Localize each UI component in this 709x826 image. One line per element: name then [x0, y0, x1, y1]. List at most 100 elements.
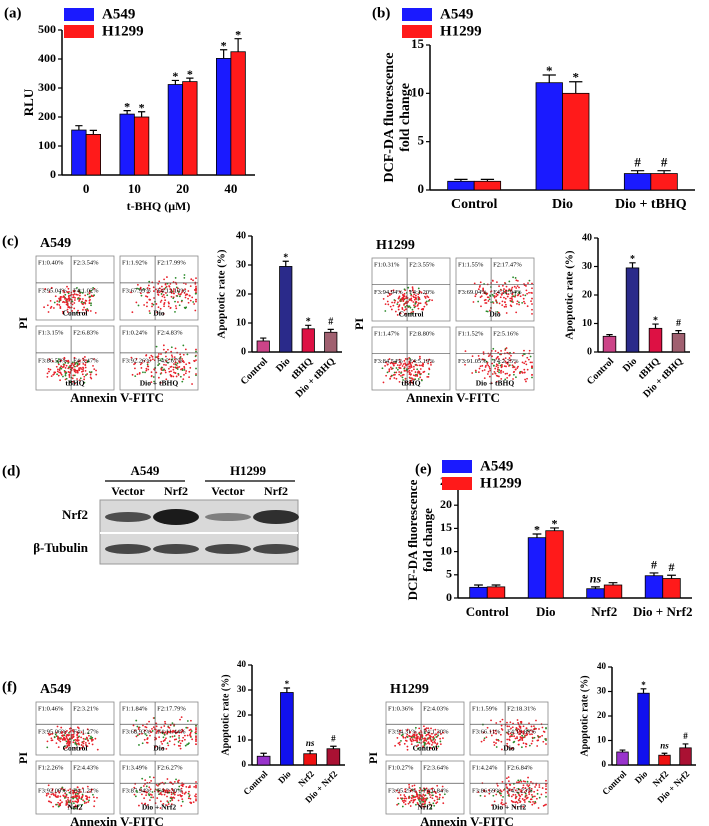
quadrant-label: F1:0.27%	[388, 764, 414, 771]
flow-dot	[519, 372, 521, 375]
flow-dot	[72, 792, 75, 795]
flow-dot	[397, 308, 400, 311]
y-tick-label: 10	[237, 734, 247, 744]
flow-dot	[180, 731, 182, 734]
flow-dot	[93, 287, 96, 290]
flow-dot	[474, 295, 477, 298]
flow-dot	[528, 784, 531, 787]
flow-dot	[422, 805, 425, 808]
flow-dot	[68, 801, 70, 804]
flow-dot	[403, 794, 406, 796]
flow-dot	[408, 376, 411, 379]
error-bar	[640, 688, 647, 694]
flow-dot	[64, 293, 67, 296]
flow-dot	[151, 358, 154, 361]
flow-dot	[406, 736, 409, 738]
flow-dot	[424, 788, 427, 791]
flow-dot	[424, 805, 426, 808]
flow-dot	[180, 368, 182, 371]
flow-dot	[49, 368, 52, 371]
flow-dot	[195, 743, 197, 746]
flow-dot	[45, 792, 48, 795]
flow-dot	[81, 373, 84, 376]
flow-dot	[431, 791, 433, 794]
flow-dot	[425, 727, 428, 730]
flow-dot	[139, 363, 142, 366]
flow-dot	[81, 803, 84, 806]
flow-dot	[60, 367, 63, 370]
flow-dot	[82, 303, 84, 306]
flow-dot	[76, 734, 79, 737]
flow-dot	[404, 297, 407, 300]
flow-dot	[396, 737, 399, 739]
flow-dot	[64, 732, 67, 735]
flow-dot	[72, 797, 75, 800]
flow-dot	[509, 721, 512, 724]
flow-dot	[504, 297, 507, 300]
flow-dot	[166, 742, 169, 745]
flow-dot	[161, 731, 164, 733]
flow-dot	[488, 366, 491, 368]
flow-dot	[133, 793, 136, 796]
flow-dot	[181, 790, 183, 793]
flow-dot	[188, 370, 191, 373]
flow-dot	[496, 368, 499, 371]
flow-dot	[143, 729, 146, 732]
flow-dot	[67, 371, 70, 373]
flow-dot	[68, 742, 71, 744]
flow-dot	[96, 796, 98, 799]
flow-dot	[76, 731, 78, 733]
flow-dot	[165, 789, 168, 791]
flow-dot	[48, 800, 51, 803]
panel-label: (b)	[372, 5, 390, 21]
flow-dot	[167, 305, 170, 308]
flow-dot	[141, 802, 143, 805]
flow-dot	[84, 294, 87, 297]
flow-dot	[78, 367, 81, 369]
flow-dot	[531, 361, 533, 364]
flow-dot	[190, 278, 193, 281]
flow-dot	[165, 731, 167, 733]
flow-dot	[76, 736, 79, 739]
flow-dot	[56, 796, 59, 799]
flow-dot	[432, 802, 435, 805]
flow-dot	[503, 365, 506, 368]
error-bar	[260, 752, 267, 757]
flow-dot	[425, 730, 428, 732]
flow-dot	[48, 796, 51, 798]
flow-dot	[496, 356, 499, 359]
flow-dot	[171, 731, 174, 733]
flow-dot	[432, 738, 435, 741]
flow-dot	[410, 294, 413, 297]
flow-dot	[528, 793, 531, 796]
x-tick-label: Dio + tBHQ	[615, 197, 687, 212]
flow-dot	[162, 788, 165, 790]
flow-dot	[416, 793, 419, 796]
quadrant-label: F4:2.30%	[157, 788, 183, 795]
flow-dot	[148, 356, 151, 359]
flow-dot	[63, 797, 66, 799]
flow-dot	[506, 725, 509, 728]
flow-dot	[392, 289, 395, 292]
flow-dot	[176, 295, 179, 297]
flow-dot	[158, 789, 161, 792]
flow-dot	[145, 367, 148, 370]
flow-dot	[56, 725, 59, 728]
flow-dot	[172, 281, 175, 283]
flow-dot	[424, 737, 427, 740]
flow-dot	[497, 364, 499, 367]
flow-dot	[78, 362, 81, 365]
flow-dot	[516, 285, 519, 288]
flow-dot	[58, 804, 60, 806]
significance-mark: #	[328, 317, 333, 328]
flow-dot	[181, 798, 184, 800]
flow-dot	[55, 796, 58, 798]
flow-dot	[425, 787, 428, 790]
flow-dot	[80, 731, 83, 734]
flow-dot	[483, 377, 486, 380]
flow-dot	[418, 791, 421, 794]
flow-dot	[195, 290, 197, 292]
flow-dot	[77, 799, 80, 801]
flow-dot	[61, 801, 63, 804]
quadrant-label: F1:0.36%	[388, 705, 414, 712]
